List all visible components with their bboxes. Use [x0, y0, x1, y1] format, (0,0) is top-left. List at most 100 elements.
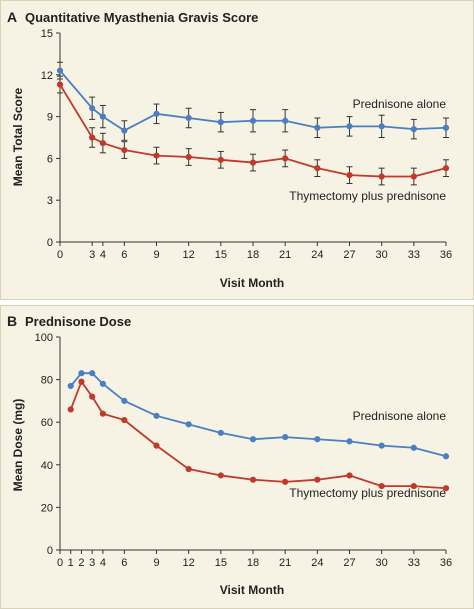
panel-a-point-prednisone-alone — [56, 67, 64, 74]
panel-a-point-thymectomy — [410, 173, 417, 180]
panel-a-point-thymectomy — [314, 165, 321, 172]
panel-a-letter: A — [7, 9, 17, 25]
panel-b-point-thymectomy — [185, 465, 192, 473]
panel-a-x-tick-label: 0 — [57, 249, 63, 261]
panel-b-point-thymectomy — [282, 478, 289, 485]
panel-b-marks — [67, 370, 450, 492]
panel-b-x-tick-label: 3 — [89, 557, 95, 569]
panel-b-point-thymectomy — [249, 476, 257, 483]
panel-b-series-label-thymectomy: Thymectomy plus prednisone — [289, 486, 446, 500]
panel-a-point-prednisone-alone — [217, 119, 224, 126]
panel-a-point-thymectomy — [442, 165, 450, 172]
panel-a-point-prednisone-alone — [99, 113, 106, 120]
panel-a-x-tick-label: 30 — [376, 249, 388, 261]
panel-a-point-thymectomy — [56, 81, 64, 88]
panel-a-series-label-thymectomy: Thymectomy plus prednisone — [289, 189, 446, 203]
panel-b-y-tick-label: 0 — [47, 545, 53, 557]
panel-b-x-tick-label: 6 — [121, 557, 127, 569]
panel-b-letter: B — [7, 313, 17, 329]
panel-a-point-prednisone-alone — [121, 127, 128, 134]
panel-a-x-tick-label: 24 — [311, 249, 323, 261]
panel-a-point-prednisone-alone — [410, 126, 417, 133]
panel-b-point-prednisone-alone — [78, 370, 85, 377]
panel-b-point-thymectomy — [89, 393, 96, 400]
panel-b-point-prednisone-alone — [282, 434, 289, 441]
panel-a-x-tick-label: 21 — [279, 249, 291, 261]
panel-a-point-thymectomy — [153, 152, 160, 159]
panel-b-series-label-prednisone: Prednisone alone — [353, 409, 447, 423]
panel-b-series-prednisone-alone — [67, 370, 450, 460]
panel-a-point-thymectomy — [121, 146, 128, 154]
panel-a-x-tick-label: 15 — [215, 249, 227, 261]
panel-b-point-thymectomy — [121, 416, 128, 424]
panel-a-series-prednisone-alone — [56, 61, 450, 141]
panel-b-x-tick-label: 0 — [57, 557, 63, 569]
panel-b-y-tick-label: 80 — [41, 375, 53, 387]
panel-b-point-thymectomy — [99, 410, 106, 417]
panel-a-x-tick-label: 27 — [343, 249, 355, 261]
panel-a-point-thymectomy — [217, 156, 224, 163]
panel-a-point-prednisone-alone — [442, 124, 450, 131]
panel-b-point-prednisone-alone — [89, 370, 96, 377]
panel-a-point-prednisone-alone — [346, 123, 353, 130]
panel-a-point-prednisone-alone — [153, 110, 160, 117]
panel-b-point-thymectomy — [442, 485, 450, 492]
panel-a-y-tick-label: 0 — [47, 237, 53, 249]
panel-b-point-thymectomy — [346, 472, 353, 479]
panel-a-point-prednisone-alone — [89, 105, 96, 112]
panel-b-x-tick-label: 12 — [183, 557, 195, 569]
panel-a-point-prednisone-alone — [378, 123, 385, 130]
panel-a-y-tick-label: 15 — [41, 28, 53, 40]
panel-b-point-prednisone-alone — [67, 382, 74, 390]
panel-b-y-tick-label: 60 — [41, 417, 53, 429]
panel-a-title: Quantitative Myasthenia Gravis Score — [25, 10, 258, 25]
panel-a-point-thymectomy — [346, 172, 353, 179]
panel-a-y-tick-label: 9 — [47, 112, 53, 124]
panel-a-point-thymectomy — [282, 155, 289, 162]
panel-b-title: Prednisone Dose — [25, 314, 131, 329]
panel-a-point-thymectomy — [185, 153, 192, 161]
panel-b-point-thymectomy — [67, 406, 74, 413]
panel-b-background — [0, 305, 474, 609]
panel-b: B Prednisone Dose Mean Dose (mg) Visit M… — [0, 305, 474, 609]
panel-b-x-tick-label: 36 — [440, 557, 452, 569]
panel-b-point-prednisone-alone — [121, 397, 128, 404]
panel-b-x-tick-label: 2 — [78, 557, 84, 569]
panel-b-point-prednisone-alone — [99, 380, 106, 387]
panel-b-y-tick-label: 100 — [35, 332, 53, 344]
panel-a-point-prednisone-alone — [314, 124, 321, 131]
panel-a-y-tick-label: 12 — [41, 70, 53, 82]
panel-b-point-thymectomy — [410, 483, 417, 490]
panel-a-point-thymectomy — [99, 139, 106, 147]
panel-a-x-tick-label: 3 — [89, 249, 95, 261]
panel-b-x-tick-label: 1 — [68, 557, 74, 569]
panel-a-point-prednisone-alone — [185, 114, 192, 122]
panel-b-point-prednisone-alone — [442, 453, 450, 460]
panel-a-x-tick-label: 4 — [100, 249, 106, 261]
panel-b-point-thymectomy — [217, 472, 224, 479]
panel-b-point-prednisone-alone — [153, 412, 160, 419]
panel-b-point-prednisone-alone — [185, 421, 192, 428]
panel-b-point-prednisone-alone — [378, 442, 385, 449]
panel-a-ylabel: Mean Total Score — [11, 87, 25, 186]
panel-a: A Quantitative Myasthenia Gravis Score M… — [0, 0, 474, 300]
panel-b-x-tick-label: 24 — [311, 557, 323, 569]
panel-a-series-label-prednisone: Prednisone alone — [353, 97, 447, 111]
panel-b-x-tick-label: 21 — [279, 557, 291, 569]
panel-b-point-thymectomy — [378, 483, 385, 490]
panel-a-series-line-prednisone-alone — [59, 70, 447, 132]
panel-a-series-thymectomy — [56, 75, 450, 186]
panel-a-x-tick-label: 9 — [153, 249, 159, 261]
panel-b-x-tick-label: 18 — [247, 557, 259, 569]
panel-b-y-tick-label: 20 — [41, 502, 53, 514]
panel-b-x-tick-label: 27 — [343, 557, 355, 569]
panel-a-x-tick-label: 18 — [247, 249, 259, 261]
panel-a-series-line-thymectomy — [59, 84, 447, 178]
panel-b-x-tick-label: 4 — [100, 557, 106, 569]
panel-b-point-prednisone-alone — [346, 438, 353, 445]
panel-b-x-tick-label: 30 — [376, 557, 388, 569]
panel-a-y-tick-label: 6 — [47, 153, 53, 165]
